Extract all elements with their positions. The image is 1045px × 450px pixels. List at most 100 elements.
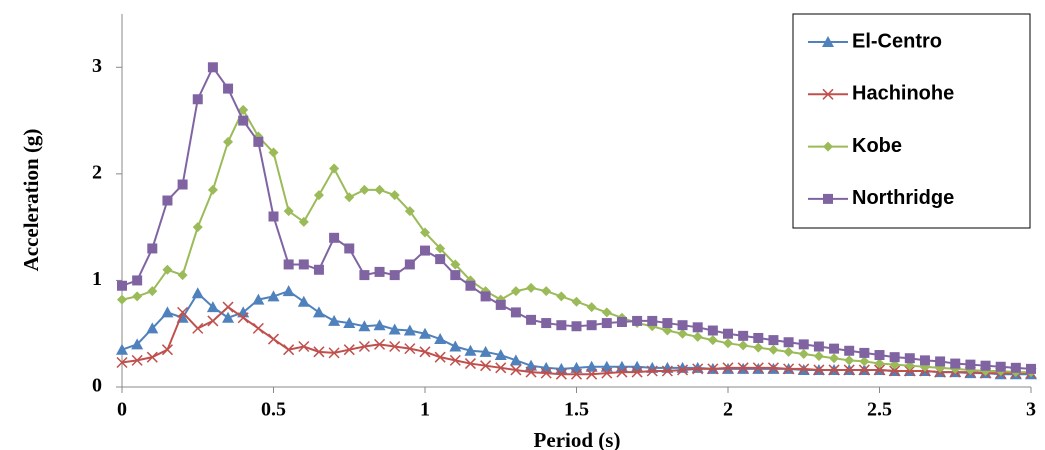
marker	[647, 315, 658, 326]
legend-marker	[823, 141, 833, 152]
x-tick-label: 2.5	[867, 399, 892, 421]
marker	[207, 62, 218, 73]
marker	[404, 259, 415, 270]
marker	[313, 346, 325, 358]
marker	[859, 347, 870, 358]
marker	[298, 259, 309, 270]
marker	[677, 320, 688, 331]
marker	[268, 211, 279, 222]
marker	[768, 344, 779, 355]
marker	[207, 315, 219, 327]
legend-label: Northridge	[852, 187, 954, 209]
marker	[707, 363, 719, 375]
y-tick-label: 2	[92, 161, 102, 183]
marker	[844, 355, 855, 366]
marker	[297, 295, 310, 307]
marker	[495, 362, 507, 374]
marker	[601, 307, 612, 318]
marker	[252, 293, 265, 305]
marker	[192, 94, 203, 105]
legend-marker	[822, 36, 834, 47]
x-tick-label: 0.5	[261, 399, 286, 421]
marker	[723, 328, 733, 339]
marker	[328, 314, 341, 326]
marker	[434, 351, 446, 363]
marker	[450, 259, 461, 270]
marker	[117, 280, 127, 291]
marker	[465, 280, 476, 291]
marker	[479, 345, 492, 357]
marker	[828, 364, 840, 376]
marker	[632, 315, 643, 326]
legend-label: Kobe	[852, 135, 902, 157]
legend-marker	[823, 193, 833, 204]
legend-label: Hachinohe	[852, 83, 954, 105]
marker	[737, 362, 749, 374]
marker	[783, 346, 794, 357]
marker	[995, 361, 1006, 372]
marker	[162, 195, 173, 206]
marker	[798, 348, 809, 359]
marker	[328, 347, 340, 359]
y-tick-label: 0	[92, 375, 102, 397]
marker	[692, 322, 703, 333]
marker	[510, 307, 521, 318]
marker	[829, 353, 840, 364]
marker	[146, 351, 158, 363]
marker	[192, 322, 204, 334]
legend-box	[792, 13, 1031, 229]
marker	[374, 338, 386, 350]
marker	[555, 368, 567, 380]
marker	[601, 367, 613, 379]
marker	[813, 364, 825, 376]
marker	[464, 344, 477, 356]
marker	[753, 342, 764, 353]
marker	[510, 364, 522, 376]
marker	[268, 147, 279, 158]
marker	[677, 364, 689, 376]
marker	[1010, 362, 1021, 373]
marker	[677, 328, 688, 339]
marker	[540, 367, 552, 379]
marker	[237, 312, 249, 324]
marker	[132, 291, 143, 302]
marker	[874, 350, 885, 361]
marker	[223, 136, 234, 147]
marker	[147, 286, 158, 297]
marker	[404, 206, 415, 217]
marker	[829, 343, 840, 354]
marker	[904, 365, 916, 377]
marker	[161, 306, 174, 318]
marker	[132, 275, 143, 286]
marker	[874, 358, 885, 369]
marker	[223, 83, 234, 94]
marker	[131, 354, 143, 366]
marker	[556, 291, 567, 302]
marker	[146, 322, 159, 334]
marker	[373, 319, 386, 331]
marker	[571, 296, 582, 307]
marker	[420, 227, 430, 238]
marker	[313, 264, 324, 275]
marker	[404, 343, 416, 355]
marker	[162, 264, 173, 275]
marker	[813, 351, 824, 362]
marker	[889, 365, 901, 377]
marker	[389, 190, 400, 201]
marker	[904, 353, 915, 364]
marker	[738, 330, 749, 341]
marker	[889, 352, 900, 363]
marker	[435, 243, 446, 254]
marker	[283, 259, 294, 270]
marker	[631, 366, 643, 378]
y-tick-label: 1	[92, 268, 102, 290]
marker	[783, 337, 794, 348]
x-tick-label: 1.5	[564, 399, 589, 421]
marker	[662, 318, 673, 329]
marker	[950, 358, 961, 369]
marker	[723, 338, 733, 349]
marker	[177, 306, 189, 318]
marker	[253, 136, 264, 147]
marker	[420, 245, 430, 256]
marker	[267, 333, 280, 345]
